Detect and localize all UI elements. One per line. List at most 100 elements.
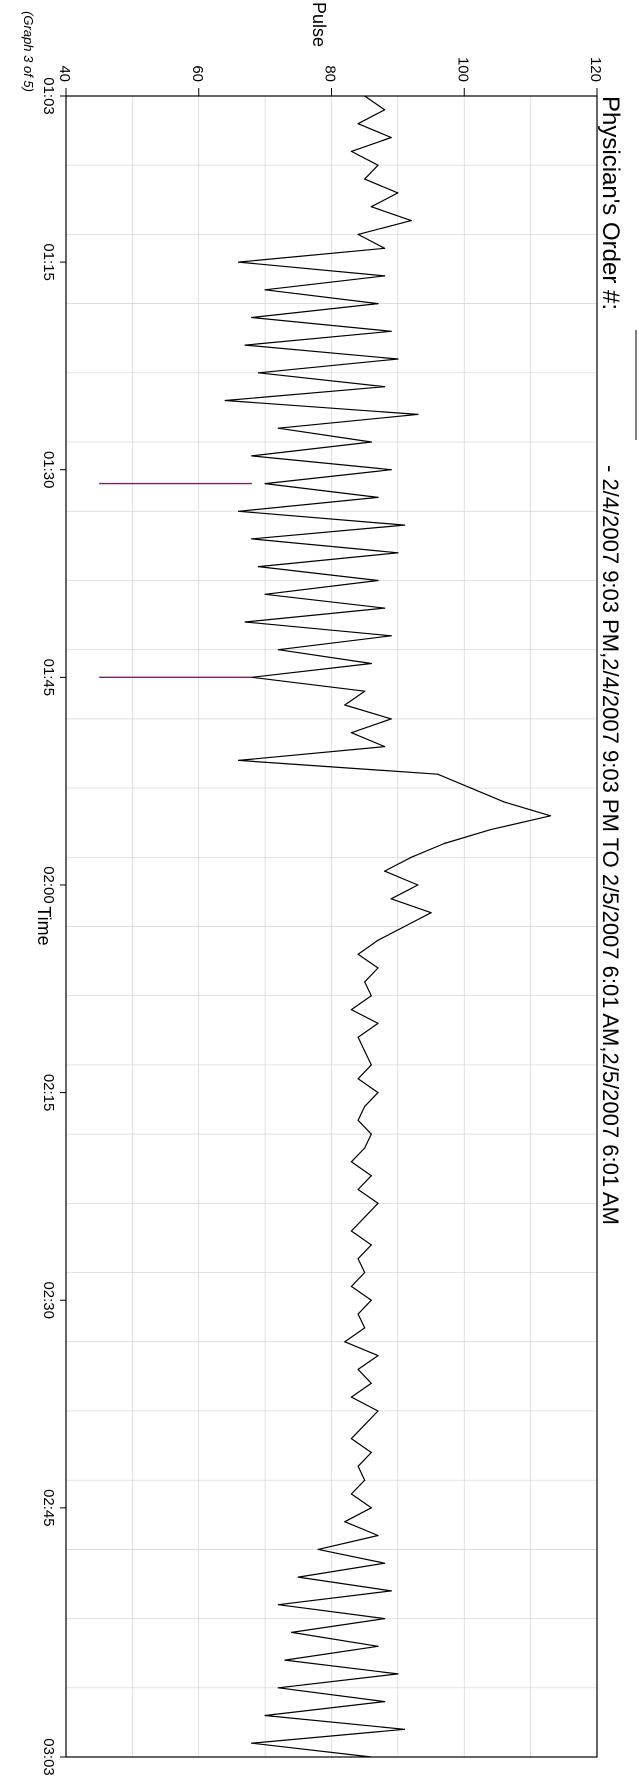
pulse-data-point [397, 192, 399, 194]
pulse-data-point [264, 593, 266, 595]
pulse-data-point [470, 787, 472, 789]
pulse-data-point [390, 469, 392, 471]
pulse-data-point [370, 1382, 372, 1384]
pulse-data-point [370, 662, 372, 665]
pulse-data-point [344, 1341, 346, 1343]
pulse-data-point [357, 1465, 359, 1467]
pulse-data-point [244, 344, 246, 346]
y-tick-label: 60 [189, 65, 206, 82]
gridlines [66, 96, 597, 1757]
pulse-data-point [370, 441, 372, 443]
y-tick-label: 100 [454, 57, 471, 82]
pulse-data-point [364, 981, 366, 983]
pulse-data-point [403, 524, 406, 526]
pulse-data-point [357, 953, 359, 955]
x-tick-label: 01:30 [40, 451, 57, 489]
pulse-data-point [370, 1244, 372, 1246]
pulse-data-point [244, 621, 246, 623]
pulse-data-point [357, 1313, 359, 1315]
pulse-data-point [297, 1576, 299, 1578]
pulse-data-point [377, 1092, 379, 1094]
pulse-data-point [264, 483, 266, 485]
pulse-data-point [251, 1742, 253, 1744]
pulse-data-point [410, 856, 412, 858]
pulse-data-point [443, 842, 445, 845]
x-axis-label: Time [34, 906, 54, 945]
pulse-data-point [364, 1424, 366, 1426]
axis-ticks: 40 60 80 100 120 01:03 01:15 01:30 01:45 02:00 02:… [40, 57, 604, 1776]
pulse-data-point [357, 1119, 359, 1121]
pulse-data-point [370, 1133, 372, 1135]
pulse-data-point [397, 358, 399, 360]
pulse-data-point [350, 1396, 352, 1398]
pulse-data-point [364, 1271, 366, 1274]
pulse-data-point [403, 1728, 406, 1730]
pulse-data-point [357, 1188, 359, 1191]
pulse-data-point [377, 164, 379, 166]
x-tick-label: 01:15 [40, 243, 57, 281]
pulse-data-point [370, 995, 372, 997]
pulse-data-point [384, 1562, 386, 1564]
pulse-data-point [370, 1175, 372, 1177]
pulse-data-point [370, 1064, 372, 1066]
y-tick-label: 40 [56, 65, 73, 82]
pulse-data-point [377, 303, 379, 305]
x-tick-label: 02:00 [40, 866, 57, 904]
pulse-data-point [377, 1022, 379, 1024]
pulse-data-point [377, 579, 379, 582]
pulse-data-point [384, 746, 386, 748]
pulse-data-point [377, 496, 379, 498]
pulse-data-point [357, 1258, 359, 1260]
pulse-data-point [238, 759, 240, 762]
pulse-data-point [251, 455, 253, 457]
pulse-data-point [370, 1756, 372, 1758]
pulse-data-point [503, 801, 505, 803]
pulse-data-point [364, 1147, 366, 1149]
pulse-data-point [384, 109, 386, 111]
y-tick-label: 80 [322, 65, 339, 82]
pulse-data-point [264, 1714, 266, 1717]
pulse-data-point [384, 870, 386, 872]
pulse-data-point [390, 635, 392, 637]
pulse-data-point [350, 1230, 352, 1232]
pulse-data-point [277, 1604, 279, 1606]
graph-counter: (Graph 3 of 5) [21, 11, 36, 92]
pulse-data-point [403, 925, 406, 928]
pulse-data-point [390, 718, 392, 720]
x-tick-label: 03:03 [40, 1738, 57, 1775]
pulse-data-point [377, 1645, 379, 1647]
pulse-data-point [410, 220, 412, 222]
pulse-data-point [344, 704, 346, 706]
pulse-data-point [364, 1050, 366, 1052]
pulse-data-point [417, 413, 419, 415]
pulse-data-point [364, 1327, 366, 1329]
pulse-data-point [384, 1701, 386, 1703]
pulse-data-point [377, 967, 379, 969]
pulse-data-point [224, 399, 226, 402]
pulse-data-point [377, 939, 379, 941]
pulse-data-point [291, 1631, 293, 1633]
pulse-data-point [364, 690, 366, 692]
pulse-data-point [377, 1355, 379, 1357]
pulse-data-point [264, 289, 266, 291]
pulse-data-point [364, 1216, 366, 1218]
pulse-data-point [377, 1410, 379, 1412]
pulse-data-point [397, 1673, 399, 1675]
pulse-data-point [390, 898, 392, 900]
pulse-data-point [350, 1009, 352, 1011]
pulse-data-point [364, 95, 366, 97]
pulse-data-point [364, 1105, 366, 1107]
artifact-layer [99, 482, 252, 679]
pulse-data-point [257, 372, 260, 374]
pulse-data-point [251, 538, 253, 540]
pulse-data-point [364, 178, 366, 180]
pulse-data-point [417, 884, 419, 886]
date-range: - 2/4/2007 9:03 PM,2/4/2007 9:03 PM TO 2… [598, 465, 623, 1225]
pulse-data-point [284, 1659, 286, 1661]
pulse-data-point [350, 1285, 352, 1287]
pulse-data-point [390, 136, 392, 139]
pulse-data-point [357, 1078, 359, 1080]
x-tick-label: 02:45 [40, 1489, 57, 1527]
pulse-data-point [430, 912, 432, 914]
